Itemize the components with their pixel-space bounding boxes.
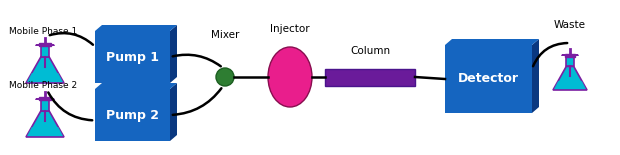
Polygon shape <box>26 111 64 137</box>
Polygon shape <box>95 25 177 31</box>
Polygon shape <box>575 54 580 56</box>
Circle shape <box>216 68 234 86</box>
Text: Detector: Detector <box>458 73 519 86</box>
Polygon shape <box>51 98 55 100</box>
Text: Mobile Phase 2: Mobile Phase 2 <box>9 81 77 90</box>
Text: Mobile Phase 1: Mobile Phase 1 <box>9 27 77 36</box>
FancyBboxPatch shape <box>565 54 575 57</box>
FancyBboxPatch shape <box>325 69 415 86</box>
FancyBboxPatch shape <box>95 89 170 141</box>
Text: Waste: Waste <box>554 20 586 30</box>
FancyBboxPatch shape <box>41 100 49 111</box>
FancyBboxPatch shape <box>566 57 574 66</box>
Ellipse shape <box>268 47 312 107</box>
FancyBboxPatch shape <box>445 45 532 113</box>
Text: Pump 2: Pump 2 <box>106 108 159 122</box>
FancyBboxPatch shape <box>39 97 51 100</box>
Text: Column: Column <box>350 46 390 57</box>
Text: Injector: Injector <box>270 24 310 34</box>
Polygon shape <box>532 39 539 113</box>
Polygon shape <box>554 81 586 89</box>
Polygon shape <box>27 73 63 82</box>
Polygon shape <box>27 127 63 136</box>
Polygon shape <box>170 83 177 141</box>
Polygon shape <box>560 54 565 56</box>
FancyBboxPatch shape <box>95 31 170 83</box>
FancyBboxPatch shape <box>41 46 49 57</box>
Polygon shape <box>553 66 587 90</box>
Polygon shape <box>170 25 177 83</box>
Text: Mixer: Mixer <box>211 30 239 40</box>
Polygon shape <box>26 57 64 83</box>
Polygon shape <box>445 39 539 45</box>
Polygon shape <box>95 83 177 89</box>
Polygon shape <box>35 44 39 46</box>
Polygon shape <box>51 44 55 46</box>
FancyBboxPatch shape <box>39 43 51 46</box>
Polygon shape <box>35 98 39 100</box>
Text: Pump 1: Pump 1 <box>106 51 159 64</box>
